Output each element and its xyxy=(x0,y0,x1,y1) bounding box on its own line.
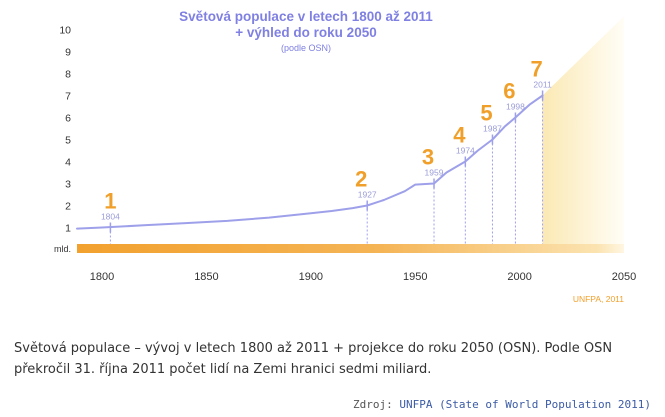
x-tick-label: 1800 xyxy=(90,271,114,283)
milestone-year-label: 1804 xyxy=(101,212,120,222)
population-line xyxy=(76,94,544,230)
chart-credit: UNFPA, 2011 xyxy=(573,294,624,304)
milestone-year-label: 1998 xyxy=(506,102,525,112)
y-axis-label: mld. xyxy=(54,244,71,254)
x-tick-label: 1900 xyxy=(299,271,323,283)
timeline-bar xyxy=(77,244,624,253)
milestone-number: 6 xyxy=(503,79,515,104)
source-line: Zdroj: UNFPA (State of World Population … xyxy=(353,398,651,411)
milestone-number: 2 xyxy=(355,167,367,192)
source-label: Zdroj: xyxy=(352,398,393,411)
milestone-number: 3 xyxy=(422,145,434,170)
y-tick-label: 1 xyxy=(65,223,71,235)
y-tick-label: 3 xyxy=(65,179,71,191)
chart-title-line2: + výhled do roku 2050 xyxy=(235,25,376,40)
chart-caption: Světová populace – vývoj v letech 1800 a… xyxy=(14,341,613,377)
x-tick-label: 1850 xyxy=(194,271,218,283)
milestone-year-label: 1974 xyxy=(456,146,475,156)
y-tick-label: 9 xyxy=(65,47,71,59)
chart-subtitle: (podle OSN) xyxy=(281,43,331,53)
y-tick-label: 5 xyxy=(65,135,71,147)
milestone-number: 7 xyxy=(530,57,542,82)
milestone-year-label: 1927 xyxy=(358,190,377,200)
y-tick-label: 10 xyxy=(59,25,71,37)
x-tick-label: 1950 xyxy=(403,271,427,283)
milestone-number: 4 xyxy=(453,123,466,148)
y-tick-label: 7 xyxy=(65,91,71,103)
y-tick-label: 4 xyxy=(65,157,71,169)
x-tick-label: 2050 xyxy=(612,271,636,283)
milestone-year-label: 2011 xyxy=(533,80,552,90)
population-chart: Světová populace v letech 1800 až 2011 +… xyxy=(54,9,636,304)
y-tick-label: 6 xyxy=(65,113,71,125)
chart-title-line1: Světová populace v letech 1800 až 2011 xyxy=(179,9,433,24)
milestone-number: 5 xyxy=(480,101,492,126)
source-link[interactable]: UNFPA (State of World Population 2011) xyxy=(399,398,651,411)
x-tick-label: 2000 xyxy=(507,271,531,283)
projection-area xyxy=(542,16,624,253)
milestone-number: 1 xyxy=(104,189,116,214)
y-tick-label: 8 xyxy=(65,69,71,81)
y-tick-label: 2 xyxy=(65,201,71,213)
milestone-year-label: 1959 xyxy=(425,168,444,178)
milestone-year-label: 1987 xyxy=(483,124,502,134)
